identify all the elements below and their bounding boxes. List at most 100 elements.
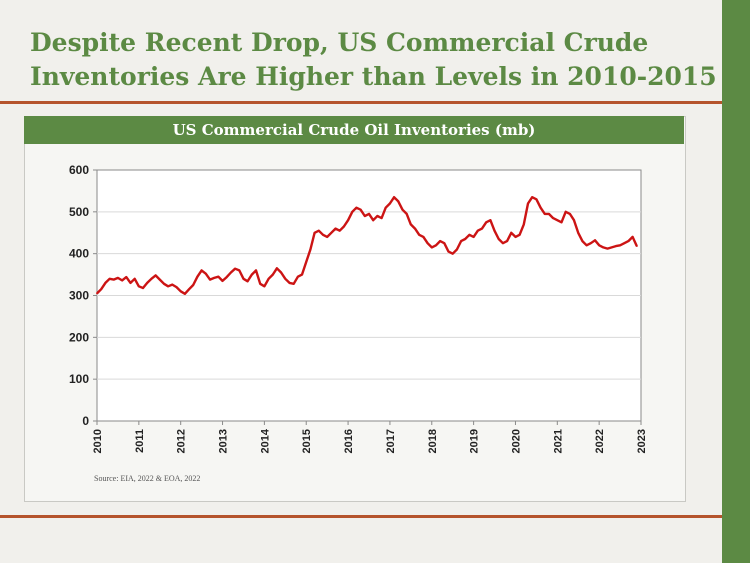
data-point <box>522 223 525 226</box>
data-point <box>317 229 320 232</box>
y-tick-label: 600 <box>69 163 89 177</box>
y-tick-label: 0 <box>82 414 89 428</box>
y-tick-label: 200 <box>69 330 89 344</box>
data-point <box>548 213 550 215</box>
data-point <box>535 198 538 201</box>
data-point <box>627 240 630 243</box>
data-point <box>514 236 517 238</box>
data-point <box>606 247 609 250</box>
x-tick-label: 2023 <box>636 429 648 453</box>
data-point <box>560 221 563 224</box>
data-point <box>518 233 521 236</box>
x-tick-label: 2013 <box>218 429 230 453</box>
data-point <box>527 202 529 205</box>
data-point <box>271 273 274 276</box>
data-point <box>343 225 345 228</box>
data-point <box>263 285 266 288</box>
data-point <box>476 229 479 232</box>
data-point <box>96 292 98 295</box>
data-point <box>564 210 567 213</box>
data-point <box>401 208 404 211</box>
data-point <box>108 277 111 280</box>
data-point <box>368 213 370 215</box>
data-point <box>460 240 462 243</box>
data-point <box>163 282 165 285</box>
y-tick-label: 300 <box>69 289 89 303</box>
data-point <box>397 200 400 203</box>
data-point <box>179 290 182 293</box>
data-point <box>133 277 136 280</box>
data-point <box>619 244 621 247</box>
data-point <box>158 278 161 281</box>
data-point <box>309 248 312 251</box>
data-point <box>635 245 638 248</box>
data-point <box>405 213 408 215</box>
data-point <box>531 196 534 199</box>
data-point <box>581 240 584 243</box>
data-point <box>292 282 295 285</box>
y-tick-label: 100 <box>69 372 89 386</box>
data-point <box>100 288 103 291</box>
data-point <box>167 285 170 288</box>
data-point <box>184 292 186 295</box>
x-tick-label: 2015 <box>301 429 313 453</box>
data-point <box>338 229 341 232</box>
data-point <box>171 283 174 286</box>
data-point <box>267 277 270 280</box>
data-point <box>259 282 262 285</box>
data-point <box>451 252 454 255</box>
data-point <box>623 242 626 245</box>
data-point <box>125 276 128 278</box>
data-point <box>552 217 554 220</box>
data-point <box>493 229 496 232</box>
data-point <box>502 242 504 245</box>
data-point <box>330 231 333 234</box>
data-point <box>610 246 613 249</box>
top-divider <box>0 101 722 104</box>
data-point <box>456 248 458 251</box>
data-point <box>121 279 123 282</box>
x-tick-label: 2010 <box>92 429 104 453</box>
data-point <box>489 219 492 222</box>
data-point <box>196 275 199 278</box>
data-point <box>472 236 475 238</box>
x-tick-label: 2019 <box>469 429 481 453</box>
data-point <box>481 227 483 230</box>
data-point <box>510 231 513 234</box>
data-point <box>439 240 441 243</box>
data-point <box>150 277 153 280</box>
data-point <box>188 288 191 291</box>
data-point <box>556 219 559 222</box>
x-tick-label: 2021 <box>552 429 564 453</box>
data-point <box>359 208 362 211</box>
x-tick-label: 2012 <box>176 429 188 453</box>
data-point <box>355 206 358 209</box>
data-point <box>280 271 282 274</box>
chart-title: US Commercial Crude Oil Inventories (mb) <box>24 116 684 144</box>
data-point <box>322 233 324 236</box>
data-point <box>276 267 278 270</box>
data-point <box>418 233 421 236</box>
data-point <box>288 282 291 284</box>
data-point <box>217 275 220 278</box>
right-accent-bar <box>722 0 750 563</box>
data-point <box>389 202 391 205</box>
source-note: Source: EIA, 2022 & EOA, 2022 <box>94 474 201 483</box>
data-point <box>146 282 149 284</box>
data-point <box>334 227 337 230</box>
data-point <box>380 217 383 220</box>
x-tick-label: 2014 <box>259 428 271 453</box>
data-point <box>117 277 119 279</box>
y-tick-label: 400 <box>69 247 89 261</box>
data-point <box>301 273 303 276</box>
data-point <box>297 275 299 278</box>
data-point <box>577 231 580 234</box>
data-point <box>569 213 571 215</box>
data-point <box>225 276 228 278</box>
data-point <box>409 223 412 226</box>
bottom-divider <box>0 515 722 518</box>
data-point <box>497 238 500 240</box>
slide-title-line-1: Despite Recent Drop, US Commercial Crude <box>30 28 649 57</box>
data-point <box>573 219 575 222</box>
